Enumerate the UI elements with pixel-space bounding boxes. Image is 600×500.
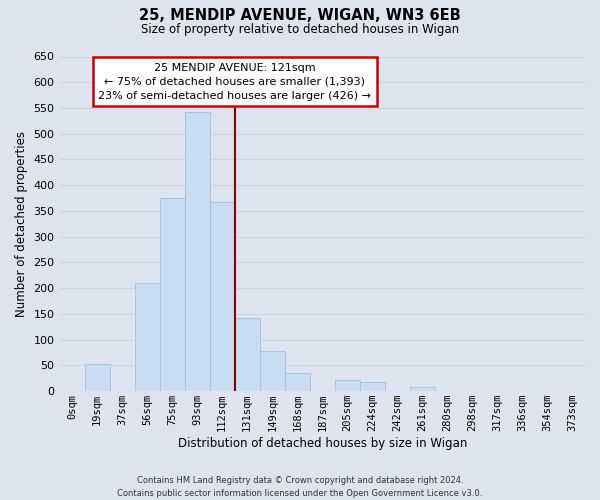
Bar: [260, 351, 285, 391]
Bar: [335, 380, 360, 391]
Bar: [410, 387, 435, 391]
Bar: [235, 318, 260, 391]
Text: Size of property relative to detached houses in Wigan: Size of property relative to detached ho…: [141, 22, 459, 36]
Bar: [160, 198, 185, 391]
Text: 25, MENDIP AVENUE, WIGAN, WN3 6EB: 25, MENDIP AVENUE, WIGAN, WN3 6EB: [139, 8, 461, 22]
Bar: [85, 364, 110, 391]
Text: Contains HM Land Registry data © Crown copyright and database right 2024.
Contai: Contains HM Land Registry data © Crown c…: [118, 476, 482, 498]
Bar: [185, 112, 209, 391]
Bar: [285, 373, 310, 391]
X-axis label: Distribution of detached houses by size in Wigan: Distribution of detached houses by size …: [178, 437, 467, 450]
Text: 25 MENDIP AVENUE: 121sqm
← 75% of detached houses are smaller (1,393)
23% of sem: 25 MENDIP AVENUE: 121sqm ← 75% of detach…: [98, 62, 371, 100]
Y-axis label: Number of detached properties: Number of detached properties: [15, 131, 28, 317]
Bar: [209, 202, 235, 391]
Bar: [134, 283, 160, 391]
Bar: [360, 382, 385, 391]
